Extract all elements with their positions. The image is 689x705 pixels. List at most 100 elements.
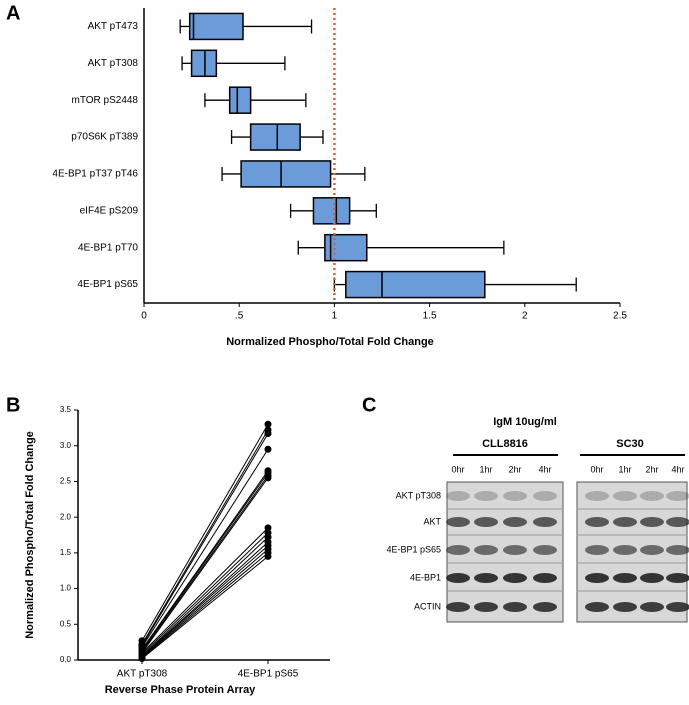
timepoint-label: 0hr (451, 464, 464, 474)
pair-line (141, 536, 269, 657)
timepoint-label: 4hr (538, 464, 551, 474)
y-tick-label: 2.0 (60, 512, 72, 521)
timepoint-label: 0hr (590, 464, 603, 474)
blot-title: IgM 10ug/ml (493, 416, 557, 428)
band (446, 517, 470, 527)
band (503, 517, 527, 527)
pair-line (141, 424, 269, 641)
timepoint-label: 1hr (618, 464, 631, 474)
y-tick-label: 4E-BP1 pS65 (77, 279, 138, 290)
box (345, 270, 486, 299)
panel-label: B (6, 394, 20, 416)
band (474, 517, 498, 527)
box (324, 233, 368, 262)
x-axis-label: Reverse Phase Protein Array (105, 684, 256, 696)
band (474, 545, 498, 555)
row-label: ACTIN (414, 601, 441, 611)
y-tick-label: eIF4E pS209 (80, 205, 139, 216)
timepoint-label: 2hr (645, 464, 658, 474)
point (264, 430, 272, 438)
point (138, 655, 146, 663)
row-label: 4E-BP1 (410, 572, 441, 582)
band (585, 491, 609, 501)
group-label: SC30 (616, 438, 644, 450)
x-axis-label: Normalized Phospho/Total Fold Change (226, 336, 434, 348)
panel-label: A (6, 2, 20, 24)
band (503, 491, 527, 501)
panel-label: C (362, 394, 376, 416)
x-tick-label: 1 (332, 311, 338, 322)
pair-line (141, 548, 269, 658)
point (264, 552, 272, 560)
group-label: CLL8816 (482, 438, 528, 450)
y-tick-label: 0.5 (60, 619, 72, 628)
band (503, 602, 527, 612)
band (613, 573, 637, 583)
band (533, 573, 557, 583)
x-tick-label: 2 (522, 311, 528, 322)
band (640, 573, 664, 583)
y-tick-label: 4E-BP1 pT70 (78, 242, 138, 253)
band (585, 545, 609, 555)
point (264, 533, 272, 541)
band (585, 602, 609, 612)
y-tick-label: 1.5 (60, 548, 72, 557)
y-tick-label: AKT pT308 (88, 58, 139, 69)
box (312, 197, 351, 225)
band (474, 573, 498, 583)
band (585, 573, 609, 583)
band (613, 545, 637, 555)
band (640, 545, 664, 555)
box (228, 86, 252, 114)
band (640, 602, 664, 612)
box (240, 160, 332, 188)
pair-line (141, 477, 269, 654)
x-tick-label: 2.5 (613, 311, 627, 322)
x-tick-label: AKT pT308 (117, 669, 168, 680)
pair-line (141, 475, 269, 652)
band (613, 602, 637, 612)
pair-line (141, 556, 269, 659)
row-label: 4E-BP1 pS65 (386, 544, 441, 554)
pair-line (141, 429, 269, 645)
band (613, 517, 637, 527)
y-tick-label: 0.0 (60, 655, 72, 664)
pair-line (141, 470, 269, 650)
band (640, 491, 664, 501)
point (264, 420, 272, 428)
band (666, 491, 689, 501)
y-tick-label: 4E-BP1 pT37 pT46 (52, 169, 138, 180)
x-tick-label: 1.5 (423, 311, 437, 322)
band (640, 517, 664, 527)
box (188, 12, 244, 41)
y-tick-label: AKT pT473 (88, 21, 139, 32)
band (533, 602, 557, 612)
band (474, 602, 498, 612)
timepoint-label: 4hr (671, 464, 684, 474)
band (503, 545, 527, 555)
pair-line (141, 472, 269, 651)
row-label: AKT pT308 (396, 490, 441, 500)
y-tick-label: 1.0 (60, 584, 72, 593)
y-tick-label: 3.5 (60, 405, 72, 414)
timepoint-label: 2hr (508, 464, 521, 474)
timepoint-label: 1hr (479, 464, 492, 474)
pair-line (141, 532, 269, 655)
box (249, 123, 301, 151)
band (446, 491, 470, 501)
y-tick-label: mTOR pS2448 (71, 95, 138, 106)
band (446, 573, 470, 583)
band (533, 545, 557, 555)
pair-line (141, 449, 269, 648)
band (474, 491, 498, 501)
point (264, 524, 272, 532)
band (446, 602, 470, 612)
y-tick-label: 3.0 (60, 441, 72, 450)
pair-line (141, 545, 269, 657)
x-tick-label: 0 (141, 311, 147, 322)
band (666, 602, 689, 612)
x-tick-label: 4E-BP1 pS65 (238, 669, 299, 680)
pair-line (141, 552, 269, 659)
band (666, 545, 689, 555)
